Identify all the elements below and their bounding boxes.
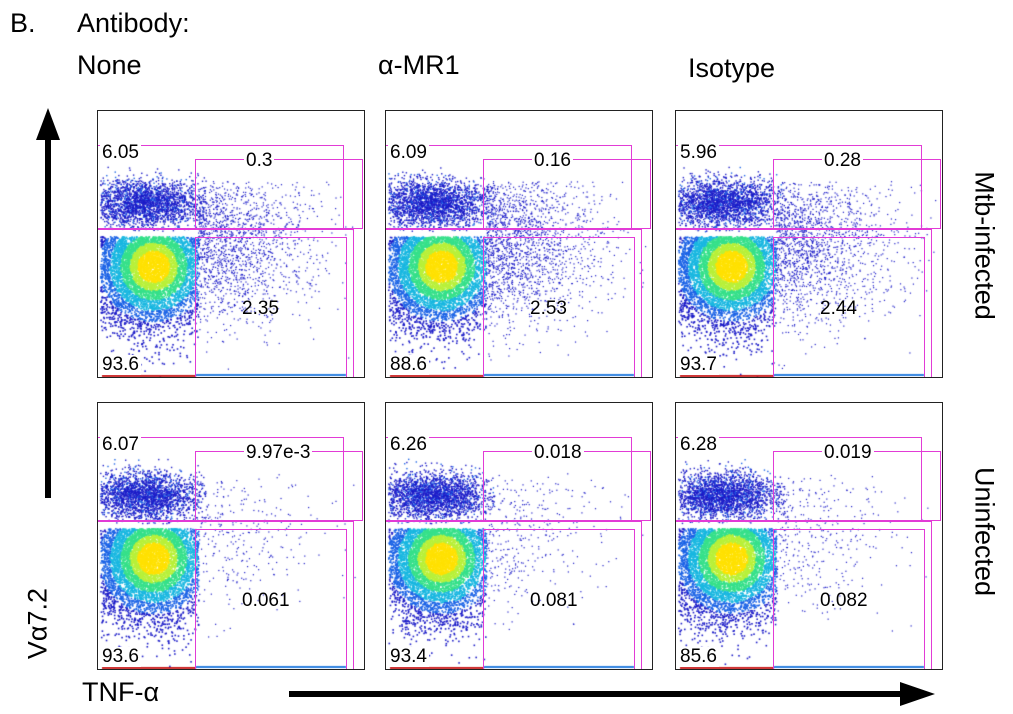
gate-value-upper-right: 0.019 [822, 442, 874, 463]
gate-value-upper-right: 0.018 [532, 442, 584, 463]
row-label-uninfected: Uninfected [969, 466, 1000, 597]
gate-value-lower-right: 0.082 [820, 590, 868, 611]
column-label-amr1: α-MR1 [378, 50, 460, 80]
flow-scatter-density [386, 403, 652, 669]
gate-value-upper-left: 5.96 [678, 142, 719, 163]
figure-panel-label: B. [10, 8, 36, 38]
gate-value-upper-right: 0.16 [532, 150, 573, 171]
flow-plot-panel: 6.07 9.97e-3 0.061 93.6 [97, 402, 365, 670]
flow-scatter-density [98, 111, 364, 377]
gate-value-upper-right: 0.3 [244, 150, 275, 171]
gate-low-va72 [386, 521, 642, 669]
gate-value-lower-left: 93.6 [100, 354, 141, 375]
gate-lower-right [195, 237, 347, 377]
flow-scatter-density [98, 403, 364, 669]
flow-plot-panel: 6.09 0.16 2.53 88.6 [385, 110, 653, 378]
gate-value-lower-left: 93.7 [678, 354, 719, 375]
gate-low-va72 [386, 229, 642, 377]
gate-value-upper-left: 6.07 [100, 434, 141, 455]
y-axis-label: Vα7.2 [22, 587, 53, 660]
flow-plot-panel: 6.26 0.018 0.081 93.4 [385, 402, 653, 670]
flow-scatter-density [676, 403, 942, 669]
row-label-mtb-infected: Mtb-infected [969, 171, 1000, 320]
antibody-heading: Antibody: [77, 8, 190, 38]
flow-plot-panel: 5.96 0.28 2.44 93.7 [675, 110, 943, 378]
gate-value-lower-left: 88.6 [388, 354, 429, 375]
gate-low-va72 [676, 229, 932, 377]
column-label-isotype: Isotype [688, 53, 776, 83]
flow-scatter-density [386, 111, 652, 377]
gate-value-lower-left: 93.6 [100, 646, 141, 667]
gate-lower-right [773, 529, 925, 669]
flow-plot-panel: 6.05 0.3 2.35 93.6 [97, 110, 365, 378]
x-axis-arrow [289, 682, 935, 706]
gate-lower-right [483, 529, 635, 669]
gate-low-va72 [98, 229, 354, 377]
column-label-none: None [77, 50, 142, 80]
gate-value-lower-right: 0.081 [530, 590, 578, 611]
gate-lower-right [483, 237, 635, 377]
gate-upper-right [195, 159, 363, 229]
gate-value-upper-left: 6.05 [100, 142, 141, 163]
gate-value-upper-left: 6.26 [388, 434, 429, 455]
gate-lower-right [195, 529, 347, 669]
gate-value-upper-left: 6.09 [388, 142, 429, 163]
gate-low-va72 [98, 521, 354, 669]
gate-value-lower-right: 2.44 [820, 298, 857, 319]
gate-value-upper-left: 6.28 [678, 434, 719, 455]
gate-low-va72 [676, 521, 932, 669]
x-axis-label: TNF-α [82, 677, 160, 707]
flow-plot-panel: 6.28 0.019 0.082 85.6 [675, 402, 943, 670]
gate-value-lower-left: 93.4 [388, 646, 429, 667]
gate-value-lower-right: 2.35 [242, 298, 279, 319]
gate-value-lower-right: 0.061 [242, 590, 290, 611]
gate-value-upper-right: 9.97e-3 [244, 442, 313, 463]
gate-value-lower-right: 2.53 [530, 298, 567, 319]
flow-scatter-density [676, 111, 942, 377]
gate-lower-right [773, 237, 925, 377]
gate-value-upper-right: 0.28 [822, 150, 863, 171]
y-axis-arrow [36, 108, 60, 498]
gate-value-lower-left: 85.6 [678, 646, 719, 667]
